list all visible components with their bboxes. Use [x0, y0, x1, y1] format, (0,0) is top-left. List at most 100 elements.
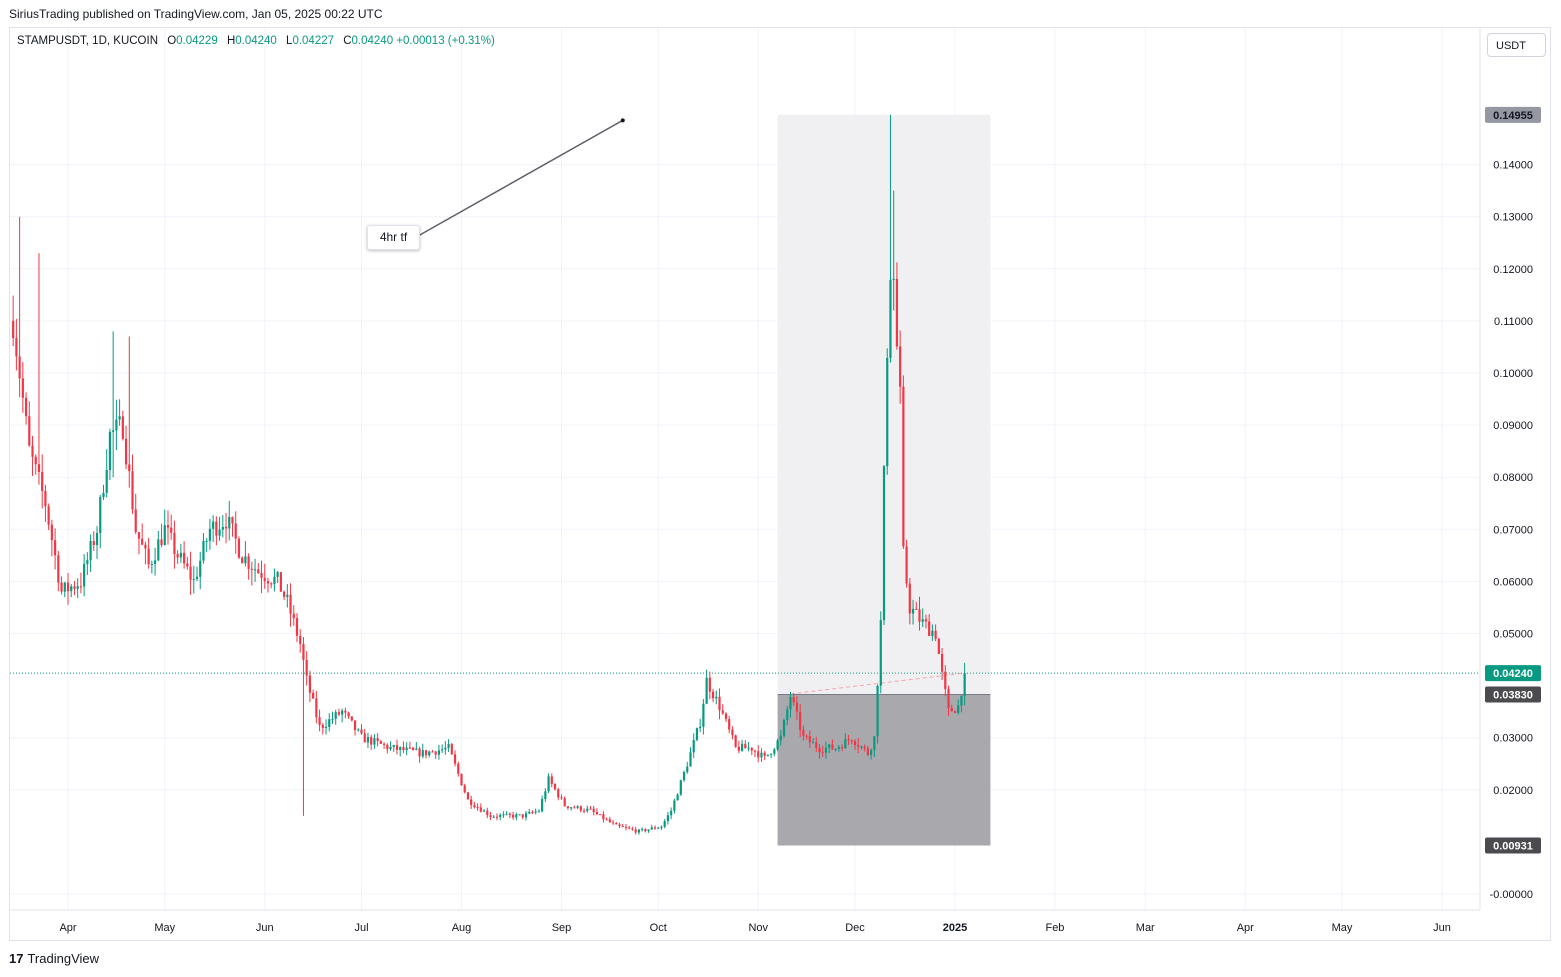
candle-body	[202, 540, 205, 561]
candle-body	[282, 591, 286, 597]
candle-body	[160, 539, 163, 545]
candle-body	[70, 586, 73, 592]
candle-body	[34, 456, 37, 465]
candle-body	[889, 279, 892, 358]
candle-body	[79, 586, 83, 588]
annotation-callout[interactable]: 4hr tf	[367, 225, 420, 250]
candle-body	[815, 742, 818, 748]
candle-body	[379, 740, 382, 744]
candle-body	[624, 826, 628, 828]
candle-body	[928, 621, 931, 637]
candle-body	[31, 445, 34, 457]
candle-body	[457, 763, 460, 774]
symbol-legend: STAMPUSDT, 1D, KUCOIN O0.04229 H0.04240 …	[17, 35, 495, 47]
candle-body	[499, 815, 502, 818]
candle-body	[86, 560, 89, 564]
candle-body	[850, 740, 853, 742]
candle-body	[424, 750, 428, 756]
time-tick-label: Mar	[1136, 922, 1155, 934]
candle-body	[441, 749, 444, 751]
candle-body	[360, 729, 363, 734]
candle-body	[108, 431, 112, 470]
candle-body	[231, 517, 234, 524]
candle-body	[305, 659, 308, 676]
candle-body	[253, 569, 257, 571]
candle-body	[263, 577, 266, 582]
candle-body	[876, 685, 879, 737]
time-axis: Apr May Jun Jul Aug Sep Oct Nov Dec 2025 Feb Mar Apr…	[10, 909, 1480, 934]
candle-body	[857, 745, 860, 747]
candle-body	[273, 576, 276, 585]
candle-body	[395, 745, 399, 750]
candle-body	[592, 808, 595, 812]
candle-body	[708, 677, 711, 692]
candle-body	[660, 826, 663, 828]
candle-body	[873, 736, 876, 750]
candle-body	[721, 710, 724, 714]
candle-body	[321, 724, 324, 729]
candle-body	[621, 826, 624, 828]
candle-body	[476, 807, 479, 809]
candle-body	[776, 740, 779, 750]
currency-button[interactable]: USDT	[1487, 33, 1546, 57]
grid	[10, 28, 1480, 910]
candle-body	[324, 726, 328, 729]
candle-body	[602, 814, 605, 820]
candle-body	[286, 594, 289, 597]
candle-body	[99, 497, 102, 534]
price-tick-label: 0.08000	[1493, 472, 1533, 484]
candle-body	[760, 752, 763, 758]
candle-body	[260, 572, 263, 578]
price-tick-label: 0.09000	[1493, 420, 1533, 432]
candle-body	[183, 552, 186, 564]
legend-open-label: O	[167, 35, 177, 47]
candle-body	[470, 799, 473, 806]
candle-body	[724, 713, 728, 720]
legend-low: 0.04227	[292, 35, 335, 47]
tradingview-logo[interactable]: 17 TradingView	[9, 951, 99, 966]
candle-body	[541, 799, 544, 812]
candle-body	[692, 739, 695, 753]
price-label-box	[1485, 837, 1541, 854]
candle-body	[860, 746, 863, 748]
candle-body	[582, 810, 586, 812]
candle-body	[560, 797, 563, 799]
candle-body	[347, 712, 350, 717]
candle-body	[653, 827, 657, 829]
candle-body	[641, 829, 644, 831]
candle-body	[605, 819, 608, 821]
candle-body	[779, 735, 782, 741]
candle-body	[737, 746, 740, 751]
candle-body	[153, 560, 157, 565]
candle-body	[289, 594, 292, 614]
time-tick-label: Aug	[452, 922, 472, 934]
candle-body	[811, 742, 815, 744]
candle-body	[902, 386, 905, 547]
candle-body	[853, 741, 857, 746]
candle-body	[837, 747, 840, 749]
candle-body	[550, 776, 553, 784]
candle-body	[718, 696, 721, 711]
candle-body	[944, 671, 947, 690]
tradingview-logo-icon: 17	[9, 951, 24, 966]
candle-body	[805, 735, 808, 737]
candle-body	[921, 619, 924, 622]
candle-body	[789, 697, 792, 710]
candle-body	[515, 814, 518, 818]
candle-body	[870, 749, 873, 755]
candle-body	[615, 823, 618, 825]
candle-body	[44, 490, 47, 507]
legend-close: 0.04240	[351, 35, 394, 47]
candle-body	[21, 378, 24, 398]
legend-symbol: STAMPUSDT, 1D, KUCOIN	[17, 35, 158, 47]
candle-body	[795, 702, 799, 712]
candle-body	[389, 746, 392, 750]
candle-body	[450, 744, 453, 755]
candle-body	[205, 540, 208, 542]
candle-body	[382, 743, 386, 745]
price-tick-label: 0.13000	[1493, 212, 1533, 224]
candle-body	[731, 729, 734, 736]
candle-body	[312, 692, 315, 699]
candle-body	[334, 712, 337, 719]
